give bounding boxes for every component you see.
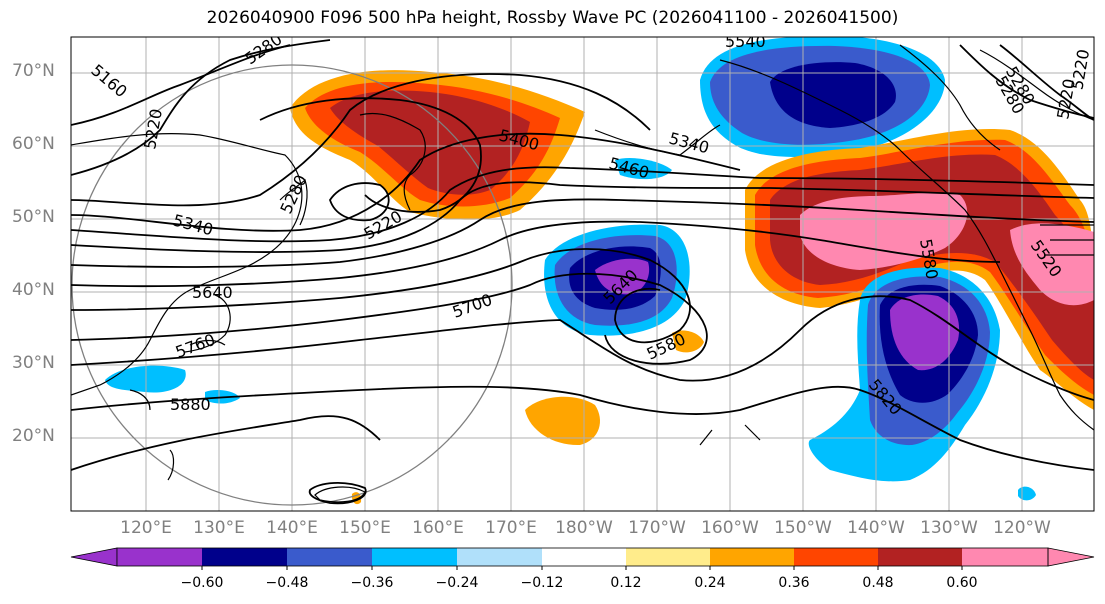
- colorbar-bin-1: [117, 548, 202, 566]
- lat-label-40n: 40°N: [12, 280, 55, 300]
- lat-label-50n: 50°N: [12, 207, 55, 227]
- plot-frame: [70, 36, 1095, 512]
- colorbar-extend-high: [1047, 547, 1095, 567]
- colorbar-tick-label: 0.12: [610, 575, 642, 591]
- colorbar-bin-3: [287, 548, 372, 566]
- colorbar-tick-label: 0.24: [694, 575, 726, 591]
- lon-label-150w: 150°W: [774, 518, 832, 538]
- colorbar-bin-11: [962, 548, 1048, 566]
- height-contours: [71, 39, 1094, 505]
- lon-label-130e: 130°E: [193, 518, 245, 538]
- lon-label-150e: 150°E: [339, 518, 391, 538]
- colorbar-tick-label: −0.12: [520, 575, 564, 591]
- lon-label-180w: 180°W: [555, 518, 613, 538]
- colorbar-tick-marks: [201, 566, 963, 570]
- contour-label-5540: 5540: [725, 32, 766, 51]
- colorbar-bin-7: [626, 548, 710, 566]
- colorbar-bin-8: [710, 548, 794, 566]
- colorbar-extend-low: [70, 547, 118, 567]
- lat-label-60n: 60°N: [12, 134, 55, 154]
- lon-label-130w: 130°W: [920, 518, 978, 538]
- lat-label-70n: 70°N: [12, 61, 55, 81]
- lon-label-170w: 170°W: [628, 518, 686, 538]
- colorbar-tick-label: 0.60: [946, 575, 978, 591]
- colorbar-bin-6: [542, 548, 626, 566]
- colorbar: [70, 547, 1095, 570]
- colorbar-bin-9: [794, 548, 878, 566]
- map-title: 2026040900 F096 500 hPa height, Rossby W…: [206, 8, 899, 28]
- colorbar-tick-label: −0.48: [265, 575, 309, 591]
- colorbar-frame: [116, 547, 1049, 567]
- lon-label-140w: 140°W: [847, 518, 905, 538]
- colorbar-bin-4: [372, 548, 457, 566]
- lon-label-120w: 120°W: [993, 518, 1051, 538]
- colorbar-bin-10: [878, 548, 962, 566]
- colorbar-bin-2: [202, 548, 287, 566]
- colorbar-tick-label: −0.36: [350, 575, 394, 591]
- lat-label-20n: 20°N: [12, 426, 55, 446]
- lat-label-30n: 30°N: [12, 353, 55, 373]
- colorbar-tick-label: 0.36: [778, 575, 810, 591]
- colorbar-tick-label: 0.48: [862, 575, 894, 591]
- lon-label-120e: 120°E: [120, 518, 172, 538]
- lon-label-160w: 160°W: [701, 518, 759, 538]
- contour-label-5880: 5880: [170, 395, 211, 414]
- colorbar-tick-label: −0.24: [435, 575, 479, 591]
- lon-label-170e: 170°E: [485, 518, 537, 538]
- contour-label-5640: 5640: [192, 283, 233, 302]
- colorbar-bin-5: [457, 548, 542, 566]
- colorbar-tick-label: −0.60: [180, 575, 224, 591]
- lon-label-160e: 160°E: [412, 518, 464, 538]
- lon-label-140e: 140°E: [266, 518, 318, 538]
